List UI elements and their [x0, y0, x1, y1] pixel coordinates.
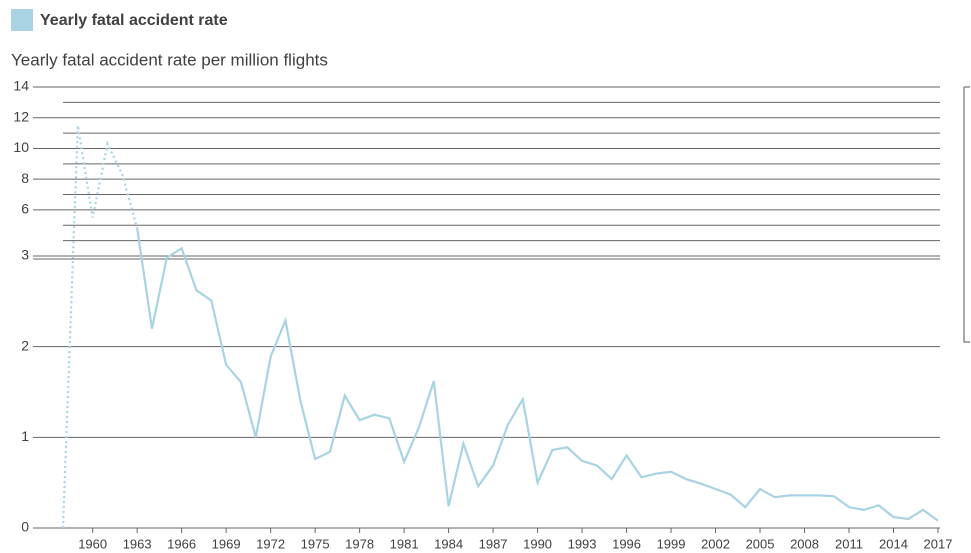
x-tick-label: 1972: [256, 536, 285, 551]
y-tick-label: 14: [13, 78, 29, 94]
x-tick-label: 1969: [212, 536, 241, 551]
bracket: [963, 86, 970, 343]
x-tick-label: 1987: [479, 536, 508, 551]
x-tick-label: 1960: [78, 536, 107, 551]
y-tick-label: 1: [21, 428, 29, 444]
x-tick-label: 1999: [657, 536, 686, 551]
line-dotted: [61, 125, 139, 529]
legend-label: Yearly fatal accident rate: [40, 12, 228, 29]
x-tick-label: 2005: [746, 536, 775, 551]
x-tick-label: 1963: [123, 536, 152, 551]
y-tick-label: 8: [21, 170, 29, 186]
x-tick-label: 1966: [167, 536, 196, 551]
y-tick-label: 3: [21, 247, 29, 263]
y-axis-title: Yearly fatal accident rate per million f…: [11, 50, 328, 69]
y-tick-label: 0: [21, 519, 29, 535]
x-tick-label: 1993: [568, 536, 597, 551]
x-tick-label: 2008: [790, 536, 819, 551]
x-tick-label: 1990: [523, 536, 552, 551]
y-tick-label: 12: [13, 108, 29, 124]
x-tick-label: 1975: [301, 536, 330, 551]
y-tick-label: 2: [21, 337, 29, 353]
x-tick-label: 1978: [345, 536, 374, 551]
y-tick-label: 6: [21, 201, 29, 217]
legend-swatch: [11, 9, 33, 31]
x-tick-label: 1984: [434, 536, 463, 551]
x-tick-label: 2002: [701, 536, 730, 551]
x-tick-label: 1981: [390, 536, 419, 551]
x-tick-label: 2017: [924, 536, 953, 551]
x-tick-label: 1996: [612, 536, 641, 551]
line: [136, 228, 939, 522]
x-tick-label: 2011: [835, 536, 863, 551]
x-tick-label: 2014: [879, 536, 908, 551]
y-tick-label: 10: [13, 139, 29, 155]
